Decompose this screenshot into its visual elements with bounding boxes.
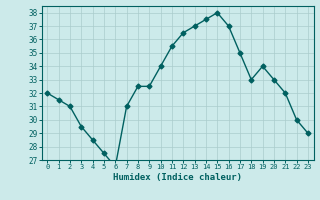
X-axis label: Humidex (Indice chaleur): Humidex (Indice chaleur)	[113, 173, 242, 182]
